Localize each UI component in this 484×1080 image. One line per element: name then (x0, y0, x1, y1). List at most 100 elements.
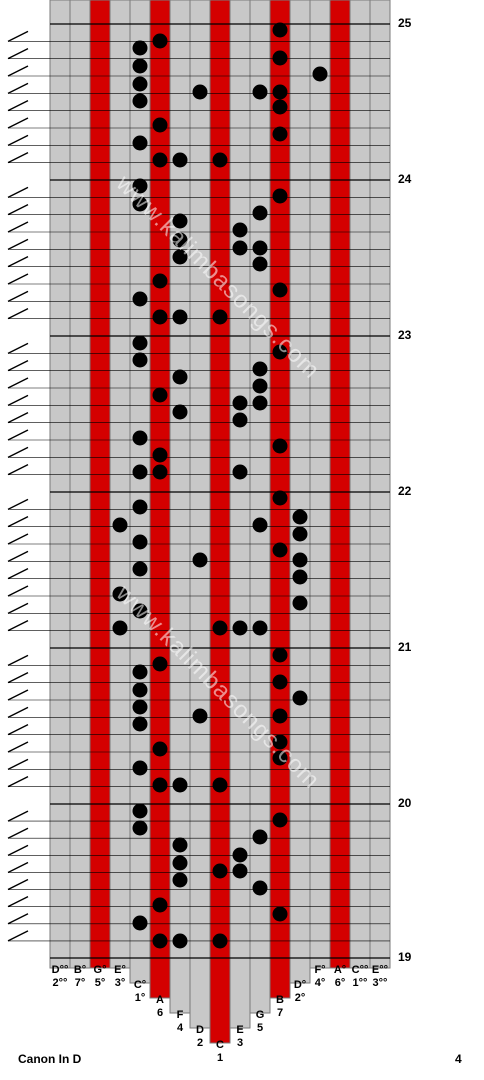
note-dot (212, 152, 228, 168)
note-flag (7, 48, 29, 60)
note-dot (252, 620, 268, 636)
key-note: C (216, 1039, 224, 1051)
key-note: A (156, 994, 164, 1006)
key-note: E°° (371, 964, 389, 976)
note-flag (7, 861, 29, 874)
measure-label: 23 (398, 328, 412, 342)
key-note: F° (314, 964, 326, 976)
note-dot (272, 906, 288, 922)
note-dot (192, 84, 208, 100)
key-label-0: D°° 2°° (50, 964, 70, 990)
key-number: 2° (294, 992, 306, 1004)
note-dot (272, 282, 288, 298)
note-dot (272, 22, 288, 38)
key-number: 3° (114, 977, 126, 989)
measure-label: 22 (398, 484, 412, 498)
key-note: D°° (51, 964, 69, 976)
key-label-3: E° 3° (110, 964, 130, 990)
note-flag (7, 204, 29, 216)
note-flag (7, 273, 29, 285)
note-dot (192, 552, 208, 568)
key-label-14: A° 6° (330, 964, 350, 990)
note-dot (152, 447, 168, 463)
key-number: 1° (134, 992, 146, 1004)
key-label-2: G° 5° (90, 964, 110, 990)
note-dot (152, 309, 168, 325)
key-note: E (236, 1024, 244, 1036)
note-flag (7, 238, 29, 250)
key-label-13: F° 4° (310, 964, 330, 990)
tine-5 (149, 0, 171, 999)
note-flag (7, 342, 29, 354)
note-flags (7, 30, 29, 942)
note-dot (292, 509, 308, 525)
key-note: D (196, 1024, 204, 1036)
key-label-15: C°° 1°° (350, 964, 370, 990)
note-dot (272, 812, 288, 828)
key-number: 4 (176, 1022, 184, 1034)
note-dot (272, 188, 288, 204)
note-flag (7, 776, 29, 788)
beat-lines (8, 23, 390, 959)
note-flag (7, 360, 29, 372)
key-label-16: E°° 3°° (370, 964, 390, 990)
note-dot (152, 152, 168, 168)
note-flag (7, 498, 29, 510)
note-dot (132, 561, 148, 577)
note-dot (152, 897, 168, 913)
note-dot (152, 656, 168, 672)
note-flag (7, 100, 29, 112)
note-dot (212, 933, 228, 949)
note-dot (232, 620, 248, 636)
note-dot (252, 240, 268, 256)
key-number: 7° (74, 977, 86, 989)
key-number: 1 (216, 1052, 224, 1064)
note-flag (7, 221, 29, 233)
key-label-4: C° 1° (130, 979, 150, 1005)
note-dot (172, 309, 188, 325)
note-dot (112, 517, 128, 533)
note-flag (7, 878, 29, 891)
note-dot (232, 395, 248, 411)
note-dot (172, 404, 188, 420)
note-dot (112, 586, 128, 602)
key-label-1: B° 7° (70, 964, 90, 990)
note-flag (7, 256, 29, 268)
note-dot (172, 232, 188, 248)
note-dot (172, 837, 188, 853)
note-dot (132, 820, 148, 836)
note-dot (172, 777, 188, 793)
note-dot (172, 369, 188, 385)
note-dot (132, 178, 148, 194)
note-flag (7, 585, 29, 597)
key-number: 3 (236, 1037, 244, 1049)
note-dot (272, 734, 288, 750)
page-number: 4 (455, 1052, 462, 1066)
note-dot (132, 915, 148, 931)
note-dot (292, 552, 308, 568)
note-dot (252, 517, 268, 533)
note-flag (7, 810, 29, 822)
key-note: F (176, 1009, 184, 1021)
note-dot (252, 205, 268, 221)
key-note: G° (93, 964, 107, 976)
key-note: A° (333, 964, 347, 976)
note-dot (232, 222, 248, 238)
note-dot (152, 387, 168, 403)
note-dot (172, 249, 188, 265)
note-flag (7, 620, 29, 632)
tine-7 (189, 0, 211, 1029)
key-note: C°° (351, 964, 369, 976)
key-label-12: D° 2° (290, 979, 310, 1005)
measure-label: 19 (398, 950, 412, 964)
note-dot (172, 855, 188, 871)
note-dot (172, 152, 188, 168)
note-flag (7, 654, 29, 666)
note-dot (272, 438, 288, 454)
